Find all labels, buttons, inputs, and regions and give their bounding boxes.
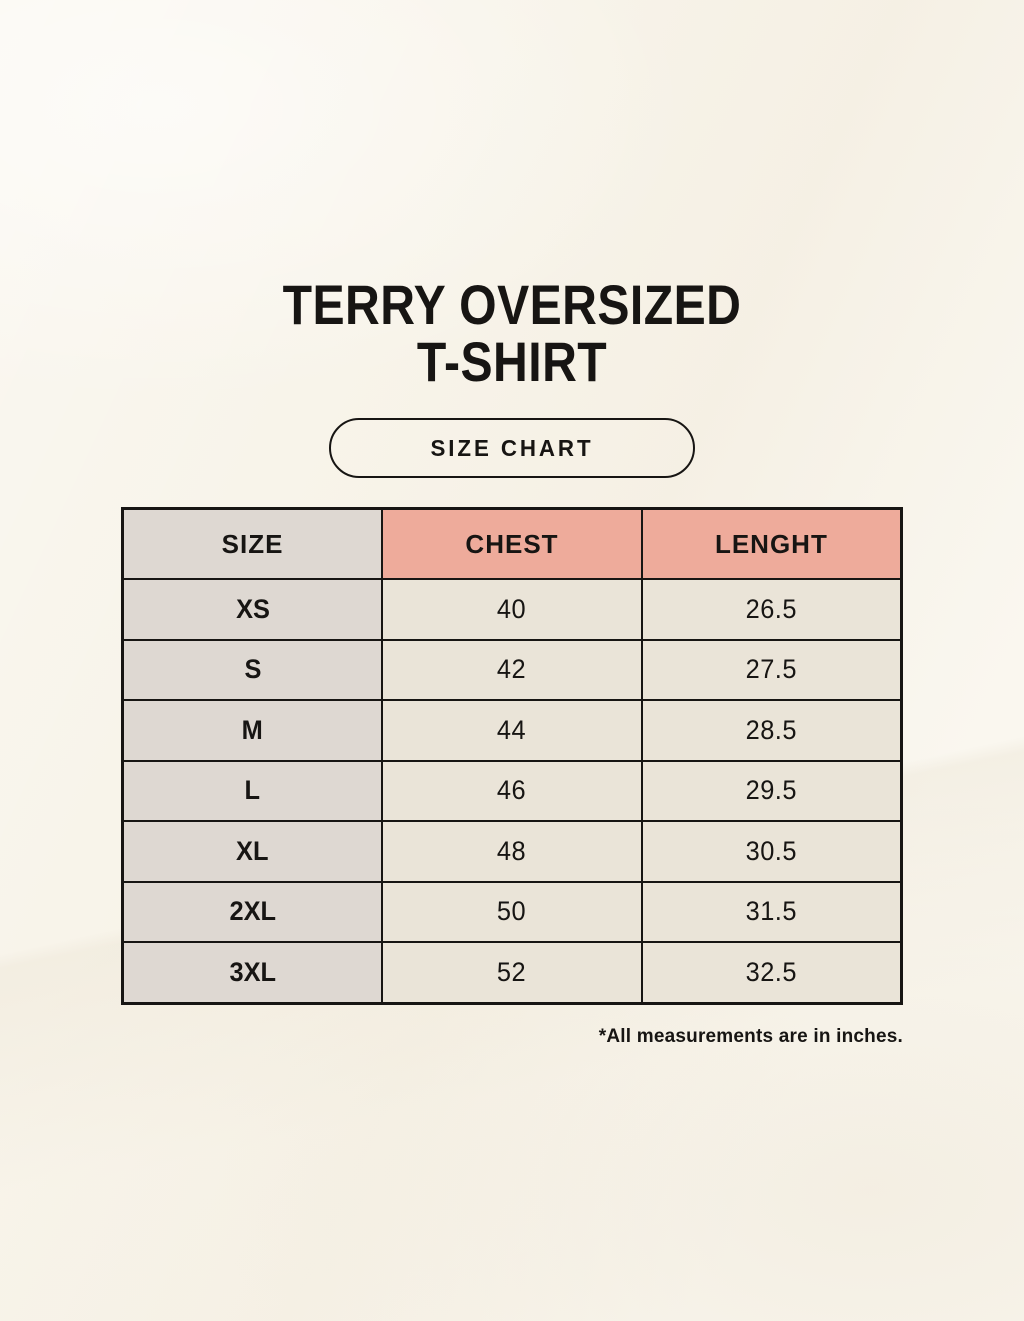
header-row: SIZE CHEST LENGHT [121,507,903,580]
chest-cell: 46 [381,759,643,822]
size-table-header: SIZE CHEST LENGHT [121,507,903,580]
cell-text: 31.5 [745,896,798,927]
size-cell: XL [121,820,384,883]
cell-text: M [242,714,264,745]
table-row: M 44 28.5 [121,699,903,762]
cell-text: 44 [497,714,527,745]
size-chart-badge: SIZE CHART [329,418,695,478]
size-table: SIZE CHEST LENGHT XS 40 26.5 S 42 27.5 M 44 28.5… [121,507,903,1005]
table-row: XL 48 30.5 [121,820,903,883]
cell-text: L [244,775,261,806]
chest-cell: 42 [381,638,643,701]
cell-text: 42 [497,654,527,685]
header-cell-size: SIZE [121,507,384,580]
cell-text: 2XL [229,896,276,927]
cell-text: 28.5 [745,714,798,745]
cell-text: S [244,654,262,685]
cell-text: 52 [497,956,527,987]
chest-cell: 48 [381,820,643,883]
size-table-body: XS 40 26.5 S 42 27.5 M 44 28.5 L 46 29.5 XL 48 30.5 2XL… [121,578,903,1004]
table-row: 2XL 50 31.5 [121,880,903,943]
product-title-line2: T-SHIRT [416,330,608,394]
length-cell: 31.5 [640,880,903,943]
length-cell: 30.5 [640,820,903,883]
length-cell: 27.5 [640,638,903,701]
cell-text: 48 [497,835,527,866]
size-chart-badge-label: SIZE CHART [430,434,594,461]
table-row: S 42 27.5 [121,638,903,701]
cell-text: 26.5 [745,593,798,624]
size-cell: L [121,759,384,822]
cell-text: 46 [497,775,527,806]
table-row: XS 40 26.5 [121,578,903,641]
header-cell-length: LENGHT [640,507,903,580]
cell-text: XS [235,593,270,624]
cell-text: XL [236,835,269,866]
chest-cell: 52 [381,941,643,1004]
length-cell: 29.5 [640,759,903,822]
chest-cell: 50 [381,880,643,943]
size-cell: 3XL [121,941,384,1004]
size-cell: M [121,699,384,762]
length-cell: 32.5 [640,941,903,1004]
length-cell: 28.5 [640,699,903,762]
cell-text: 32.5 [745,956,798,987]
cell-text: 40 [497,593,527,624]
header-cell-chest: CHEST [381,507,643,580]
cell-text: 3XL [229,956,276,987]
chest-cell: 44 [381,699,643,762]
size-cell: 2XL [121,880,384,943]
table-row: L 46 29.5 [121,759,903,822]
product-title: TERRY OVERSIZED T-SHIRT [72,276,953,390]
measurements-footnote: *All measurements are in inches. [598,1026,903,1047]
size-cell: XS [121,578,384,641]
cell-text: 27.5 [745,654,798,685]
chest-cell: 40 [381,578,643,641]
product-title-line1: TERRY OVERSIZED [282,273,742,336]
cell-text: 50 [497,896,527,927]
size-cell: S [121,638,384,701]
table-row: 3XL 52 32.5 [121,941,903,1004]
length-cell: 26.5 [640,578,903,641]
cell-text: 30.5 [745,835,798,866]
cell-text: 29.5 [745,775,798,806]
